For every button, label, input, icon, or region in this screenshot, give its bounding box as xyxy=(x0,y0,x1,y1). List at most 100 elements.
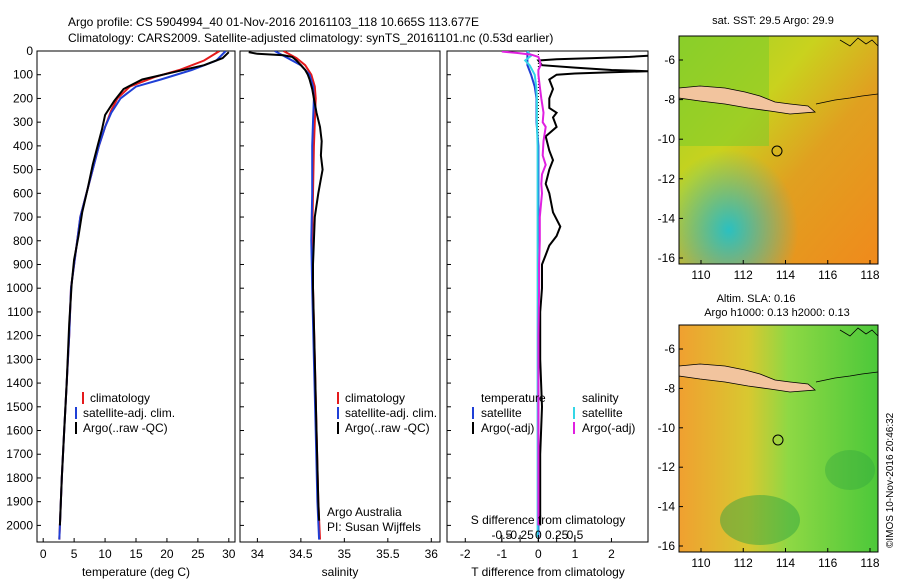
annotation-argo-australia: Argo Australia xyxy=(327,505,402,519)
x-tick-label: 5 xyxy=(71,547,78,561)
legend-label-satellite: satellite-adj. clim. xyxy=(83,406,175,420)
x-tick-label: 20 xyxy=(160,547,174,561)
legend-label-s-argo: Argo(-adj) xyxy=(582,421,635,435)
depth-tick-label: 200 xyxy=(13,91,33,105)
map-x-tick-label: 118 xyxy=(860,268,879,282)
depth-tick-label: 400 xyxy=(13,139,33,153)
legend-label-s-satellite: satellite xyxy=(582,406,623,420)
map-y-tick-label: -12 xyxy=(658,172,676,186)
map-y-tick-label: -16 xyxy=(658,539,676,553)
depth-tick-label: 1600 xyxy=(6,424,33,438)
island-chain xyxy=(815,93,879,105)
argo-float-location xyxy=(771,145,783,157)
depth-tick-label: 600 xyxy=(13,186,33,200)
map-y-tick-label: -8 xyxy=(664,93,675,107)
map-y-tick-label: -14 xyxy=(658,211,676,225)
sla-map-subtitle: Argo h1000: 0.13 h2000: 0.13 xyxy=(704,307,850,319)
sst-map-title: sat. SST: 29.5 Argo: 29.9 xyxy=(712,15,834,27)
difference-legend: temperature satellite Argo(-adj) salinit… xyxy=(472,391,635,435)
sla-low-patch-2 xyxy=(825,450,875,490)
sla-map-axes: 110 112 114 116 118 -6 -8 -10 -12 -14 -16 xyxy=(658,342,880,570)
x-tick-label: 30 xyxy=(222,547,236,561)
depth-tick-label: 1500 xyxy=(6,400,33,414)
x-axes: 0 5 10 15 20 25 30 34 34.5 35 35.5 36 -2 -1 0 1 2 -0.5-0.… xyxy=(40,528,615,561)
sla-map: Altim. SLA: 0.16 Argo h1000: 0.13 h2000:… xyxy=(658,293,880,570)
depth-tick-label: 1300 xyxy=(6,352,33,366)
borneo-coast-sla xyxy=(839,327,879,337)
map-y-tick-label: -8 xyxy=(664,381,675,395)
map-x-tick-label: 112 xyxy=(734,268,753,282)
s-diff-tick-label: -0.25 xyxy=(506,528,534,542)
map-x-tick-label: 114 xyxy=(776,268,795,282)
s-diff-tick-label: 0 xyxy=(535,528,542,542)
salinity-plot xyxy=(248,51,324,540)
depth-tick-label: 1900 xyxy=(6,495,33,509)
x-tick-label: 15 xyxy=(129,547,143,561)
map-x-tick-label: 110 xyxy=(691,268,710,282)
x-tick-label: -2 xyxy=(460,547,471,561)
temperature-xlabel: temperature (deg C) xyxy=(82,565,190,579)
depth-tick-label: 300 xyxy=(13,115,33,129)
sla-map-field xyxy=(679,325,878,552)
s-diff-tick-label: 0.25 xyxy=(545,528,569,542)
map-y-tick-label: -14 xyxy=(658,500,676,514)
argo-float-location-sla xyxy=(772,434,784,446)
salinity-plot-frame xyxy=(239,50,441,543)
series-line-argo-raw-qc- xyxy=(58,51,230,526)
map-y-tick-label: -6 xyxy=(664,342,675,356)
chart-title-line2: Climatology: CARS2009. Satellite-adjuste… xyxy=(68,31,553,45)
legend-label-argo: Argo(..raw -QC) xyxy=(345,421,430,435)
series-line-satellite-adj-clim- xyxy=(58,51,227,540)
depth-tick-label: 2000 xyxy=(6,518,33,532)
depth-tick-label: 800 xyxy=(13,234,33,248)
salinity-xlabel: salinity xyxy=(322,565,359,579)
depth-tick-label: 900 xyxy=(13,257,33,271)
difference-plot-frame xyxy=(446,50,649,543)
difference-xlabel: T difference from climatology xyxy=(471,565,625,579)
salinity-legend: climatology satellite-adj. clim. Argo(..… xyxy=(337,391,437,435)
depth-tick-label: 1800 xyxy=(6,471,33,485)
legend-label-satellite: satellite-adj. clim. xyxy=(345,406,437,420)
x-tick-label: 35.5 xyxy=(376,547,400,561)
temperature-plot-frame xyxy=(36,50,236,543)
series-line-argo-raw-qc- xyxy=(248,51,324,521)
map-y-tick-label: -10 xyxy=(658,132,676,146)
x-tick-label: 0 xyxy=(535,547,542,561)
series-line-climatology xyxy=(58,51,221,540)
x-tick-label: 2 xyxy=(608,547,615,561)
depth-tick-label: 700 xyxy=(13,210,33,224)
map-x-tick-label: 116 xyxy=(818,556,837,570)
depth-tick-label: 1400 xyxy=(6,376,33,390)
annotation-pi: PI: Susan Wijffels xyxy=(327,520,421,534)
depth-tick-label: 1700 xyxy=(6,447,33,461)
legend-label-climatology: climatology xyxy=(345,391,405,405)
map-y-tick-label: -6 xyxy=(664,53,675,67)
difference-top-axis-label: S difference from climatology xyxy=(471,513,626,527)
sla-map-title: Altim. SLA: 0.16 xyxy=(717,293,796,305)
credit-text: ©IMOS 10-Nov-2016 20:46:32 xyxy=(885,412,896,548)
series-line-s-argo-adj- xyxy=(501,51,547,526)
x-tick-label: 0 xyxy=(40,547,47,561)
x-tick-label: -1 xyxy=(496,547,507,561)
sla-map-frame xyxy=(678,324,879,553)
temperature-legend: climatology satellite-adj. clim. Argo(..… xyxy=(75,391,175,435)
x-tick-label: 10 xyxy=(98,547,112,561)
borneo-coast xyxy=(839,37,879,47)
map-y-tick-label: -10 xyxy=(658,421,676,435)
map-y-tick-label: -16 xyxy=(658,251,676,265)
temperature-plot xyxy=(58,51,230,540)
map-x-tick-label: 118 xyxy=(860,556,879,570)
legend-title-temperature: temperature xyxy=(481,391,546,405)
map-x-tick-label: 112 xyxy=(734,556,753,570)
legend-title-salinity: salinity xyxy=(582,391,619,405)
depth-tick-label: 100 xyxy=(13,68,33,82)
x-tick-label: 35 xyxy=(338,547,352,561)
x-tick-label: 34 xyxy=(251,547,265,561)
map-x-tick-label: 110 xyxy=(691,556,710,570)
map-x-tick-label: 114 xyxy=(776,556,795,570)
s-diff-tick-label: 0.5 xyxy=(567,528,584,542)
x-tick-label: 36 xyxy=(425,547,439,561)
depth-tick-label: 0 xyxy=(26,44,33,58)
chart-title-line1: Argo profile: CS 5904994_40 01-Nov-2016 … xyxy=(68,15,479,29)
